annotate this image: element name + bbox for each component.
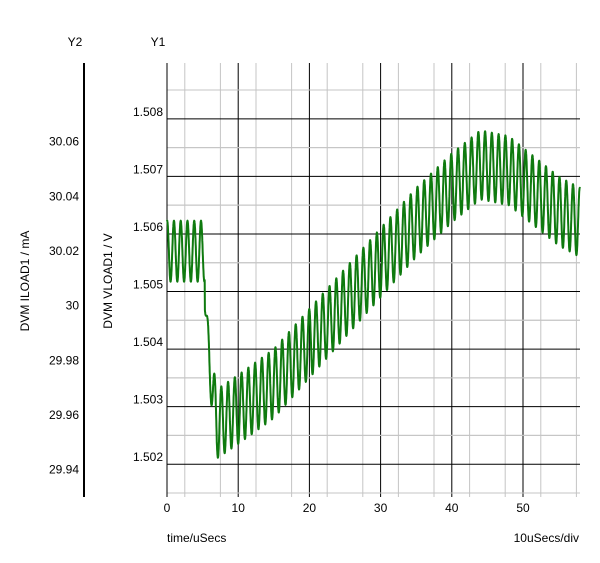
x-scale-label: 10uSecs/div (514, 531, 579, 545)
y1-tick-label: 1.503 (133, 393, 163, 407)
x-tick-label: 20 (303, 501, 317, 515)
y1-tick-label: 1.505 (133, 278, 163, 292)
y2-axis-header: Y2 (68, 35, 83, 49)
y2-tick-label: 30.04 (49, 189, 79, 203)
y2-tick-label: 30.06 (49, 135, 79, 149)
y1-tick-label: 1.506 (133, 220, 163, 234)
y2-axis-label: DVM ILOAD1 / mA (18, 231, 32, 332)
y2-tick-label: 29.94 (49, 463, 79, 477)
y1-tick-label: 1.507 (133, 162, 163, 176)
y1-axis-header: Y1 (151, 35, 166, 49)
grid (166, 63, 580, 497)
y2-tick-label: 29.96 (49, 408, 79, 422)
y2-tick-label: 29.98 (49, 353, 79, 367)
x-tick-label: 30 (374, 501, 388, 515)
x-tick-label: 0 (164, 501, 171, 515)
x-tick-label: 40 (445, 501, 459, 515)
x-tick-label: 50 (516, 501, 530, 515)
y2-tick-label: 30.02 (49, 244, 79, 258)
series-layer (166, 130, 581, 459)
y1-tick-label: 1.508 (133, 105, 163, 119)
axes-layer: Y2 Y1 DVM ILOAD1 / mA DVM VLOAD1 / V tim… (18, 35, 579, 545)
y1-tick-label: 1.502 (133, 450, 163, 464)
y1-axis-label: DVM VLOAD1 / V (101, 233, 115, 328)
series-line (166, 130, 581, 459)
x-axis-label: time/uSecs (167, 531, 226, 545)
y2-tick-label: 30 (66, 299, 80, 313)
x-tick-label: 10 (232, 501, 246, 515)
y1-tick-label: 1.504 (133, 335, 163, 349)
